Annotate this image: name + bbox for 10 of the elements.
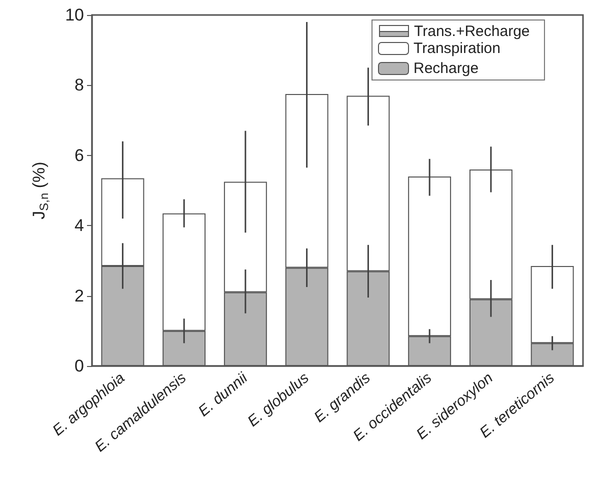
legend-label: Recharge <box>414 60 479 77</box>
annotation: Trans.+Recharge <box>414 23 530 40</box>
y-tick-label: 6 <box>74 146 84 165</box>
y-tick-label: 0 <box>74 356 84 376</box>
y-tick-label: 4 <box>74 216 84 236</box>
y-tick-label: 2 <box>74 286 84 306</box>
y-tick-label: 8 <box>74 76 84 95</box>
legend-label: Transpiration <box>414 40 500 57</box>
y-axis-title: JS,n (%) <box>30 162 51 220</box>
y-tick-label: 10 <box>65 6 84 24</box>
